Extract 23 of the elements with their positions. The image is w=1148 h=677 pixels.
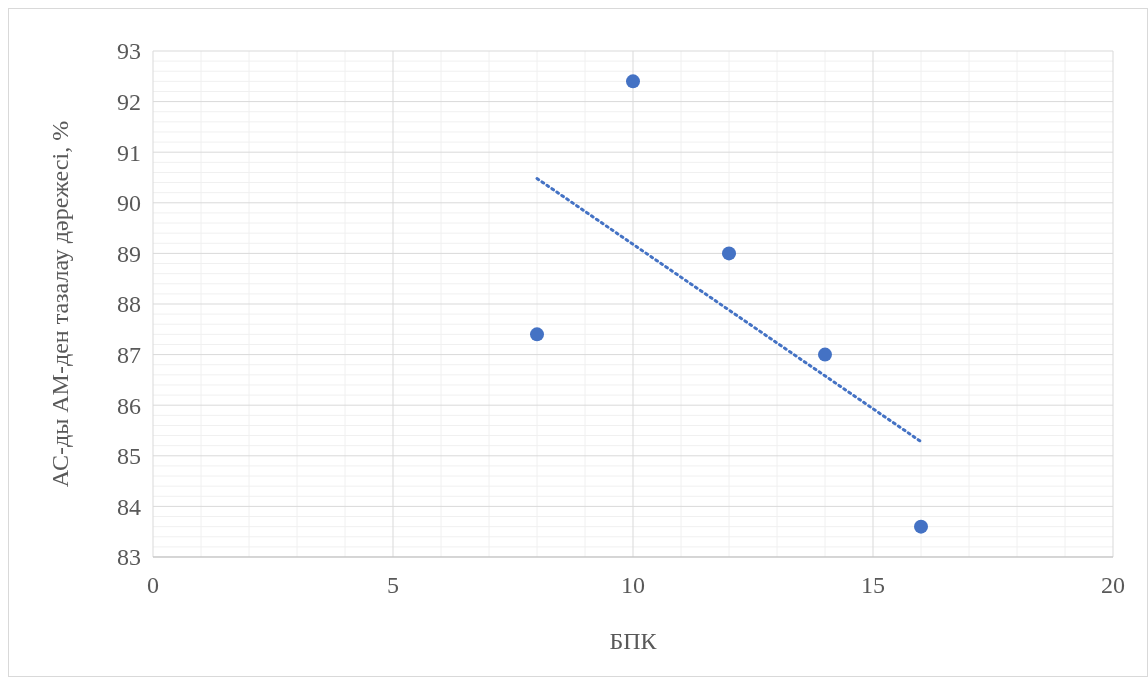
- y-tick-label: 91: [117, 139, 141, 166]
- y-tick-label: 87: [117, 342, 141, 368]
- point: [530, 327, 544, 342]
- x-tick-label: 10: [621, 572, 645, 598]
- x-tick-label: 15: [861, 572, 885, 598]
- x-tick-label: 5: [387, 572, 399, 598]
- y-tick-label: 86: [117, 392, 141, 419]
- x-axis-title: БПК: [609, 628, 658, 654]
- point: [818, 347, 832, 362]
- y-tick-label: 93: [117, 38, 141, 65]
- x-tick-label: 20: [1101, 572, 1125, 598]
- point: [626, 74, 640, 89]
- x-tick-label: 0: [147, 572, 159, 598]
- y-tick-label: 85: [117, 443, 141, 470]
- y-tick-label: 84: [117, 493, 141, 520]
- point: [914, 519, 928, 534]
- y-tick-label: 90: [117, 190, 141, 217]
- y-tick-label: 83: [117, 544, 141, 571]
- y-axis-title: АС-ды АМ-ден тазалау дәрежесі, %: [47, 120, 73, 488]
- point: [722, 246, 736, 261]
- y-tick-label: 92: [117, 89, 141, 115]
- y-tick-label: 88: [117, 291, 141, 318]
- y-tick-label: 89: [117, 240, 141, 267]
